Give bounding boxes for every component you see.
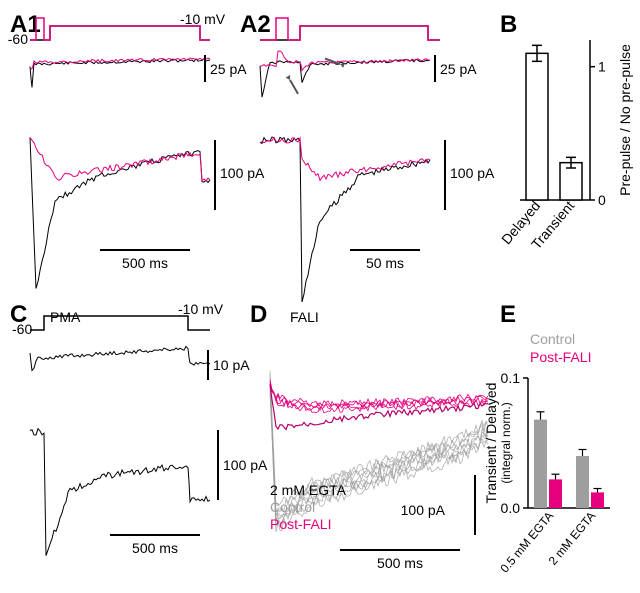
category-label: 0.5 mM EGTA — [497, 509, 556, 576]
time-scale-label: 500 ms — [132, 540, 178, 556]
time-scale-label: 500 ms — [122, 255, 168, 271]
legend-control: Control — [530, 331, 575, 347]
ytick-label: 1 — [598, 59, 606, 75]
label-E: E — [500, 301, 516, 328]
stim-black — [30, 26, 210, 40]
inset-scale-label: 25 pA — [440, 61, 477, 77]
full-trace-black — [30, 137, 210, 288]
inset-scale-label: 10 pA — [213, 357, 250, 373]
legend-control: Control — [270, 499, 315, 515]
time-scale-label: 500 ms — [377, 555, 423, 571]
inset-scale-label: 25 pA — [210, 61, 247, 77]
title-D: FALI — [290, 309, 319, 325]
pA-scale-label: 100 pA — [450, 165, 495, 181]
stim-black — [260, 26, 440, 40]
panel-E: E Control Post-FALI 0.0 0.1Transient / Delay… — [483, 301, 610, 575]
ytick-label: 0 — [598, 192, 606, 208]
panel-D: D FALI 2 mM EGTAControlPost-FALI 100 pA 500 … — [250, 301, 488, 571]
step-label: -10 mV — [178, 301, 224, 317]
bar — [591, 492, 604, 508]
panel-A2: A2 25 pA 100 pA 50 ms — [240, 11, 495, 302]
bar — [526, 53, 548, 200]
label-D: D — [250, 301, 267, 328]
legend-postfali: Post-FALI — [270, 516, 331, 532]
title-C: PMA — [50, 309, 81, 325]
full-trace-black — [260, 137, 430, 302]
ytick-label: 0.1 — [501, 370, 521, 386]
label-B: B — [500, 11, 517, 38]
inset-trace-magenta — [260, 51, 430, 70]
stim-magenta — [260, 18, 440, 40]
inset-trace-black — [260, 59, 430, 97]
pA-scale-label: 100 pA — [223, 457, 268, 473]
time-scale-label: 50 ms — [366, 255, 404, 271]
panel-C: CPMA-60-10 mV10 pA100 pA500 ms — [10, 301, 268, 556]
bar — [576, 456, 589, 508]
y-axis-label-1: Transient / Delayed — [483, 383, 499, 504]
inset-trace — [30, 347, 210, 371]
ytick-label: 0.0 — [501, 500, 521, 516]
y-axis-label: Pre-pulse / No pre-pulse — [617, 44, 633, 196]
y-axis-label-2: (integral norm.) — [499, 402, 513, 483]
step-label: -10 mV — [180, 11, 226, 27]
arrow-line — [290, 80, 298, 94]
holding-label: -60 — [8, 31, 28, 47]
full-trace — [30, 429, 210, 556]
legend-postfali: Post-FALI — [530, 349, 591, 365]
arrow-head — [286, 75, 290, 80]
full-trace-magenta — [260, 137, 430, 180]
full-trace-magenta — [30, 138, 210, 181]
bar — [549, 479, 562, 508]
legend-cond: 2 mM EGTA — [270, 482, 347, 498]
pA-scale-label: 100 pA — [401, 502, 446, 518]
bar — [534, 420, 547, 508]
panel-B: B01DelayedTransientPre-pulse / No pre-pu… — [498, 11, 633, 252]
panel-A1: A1-60-10 mV25 pA100 pA500 ms — [8, 11, 265, 289]
holding-label: -60 — [12, 321, 32, 337]
label-A2: A2 — [240, 11, 271, 38]
arrow-head — [340, 63, 345, 68]
pA-scale-label: 100 pA — [220, 165, 265, 181]
